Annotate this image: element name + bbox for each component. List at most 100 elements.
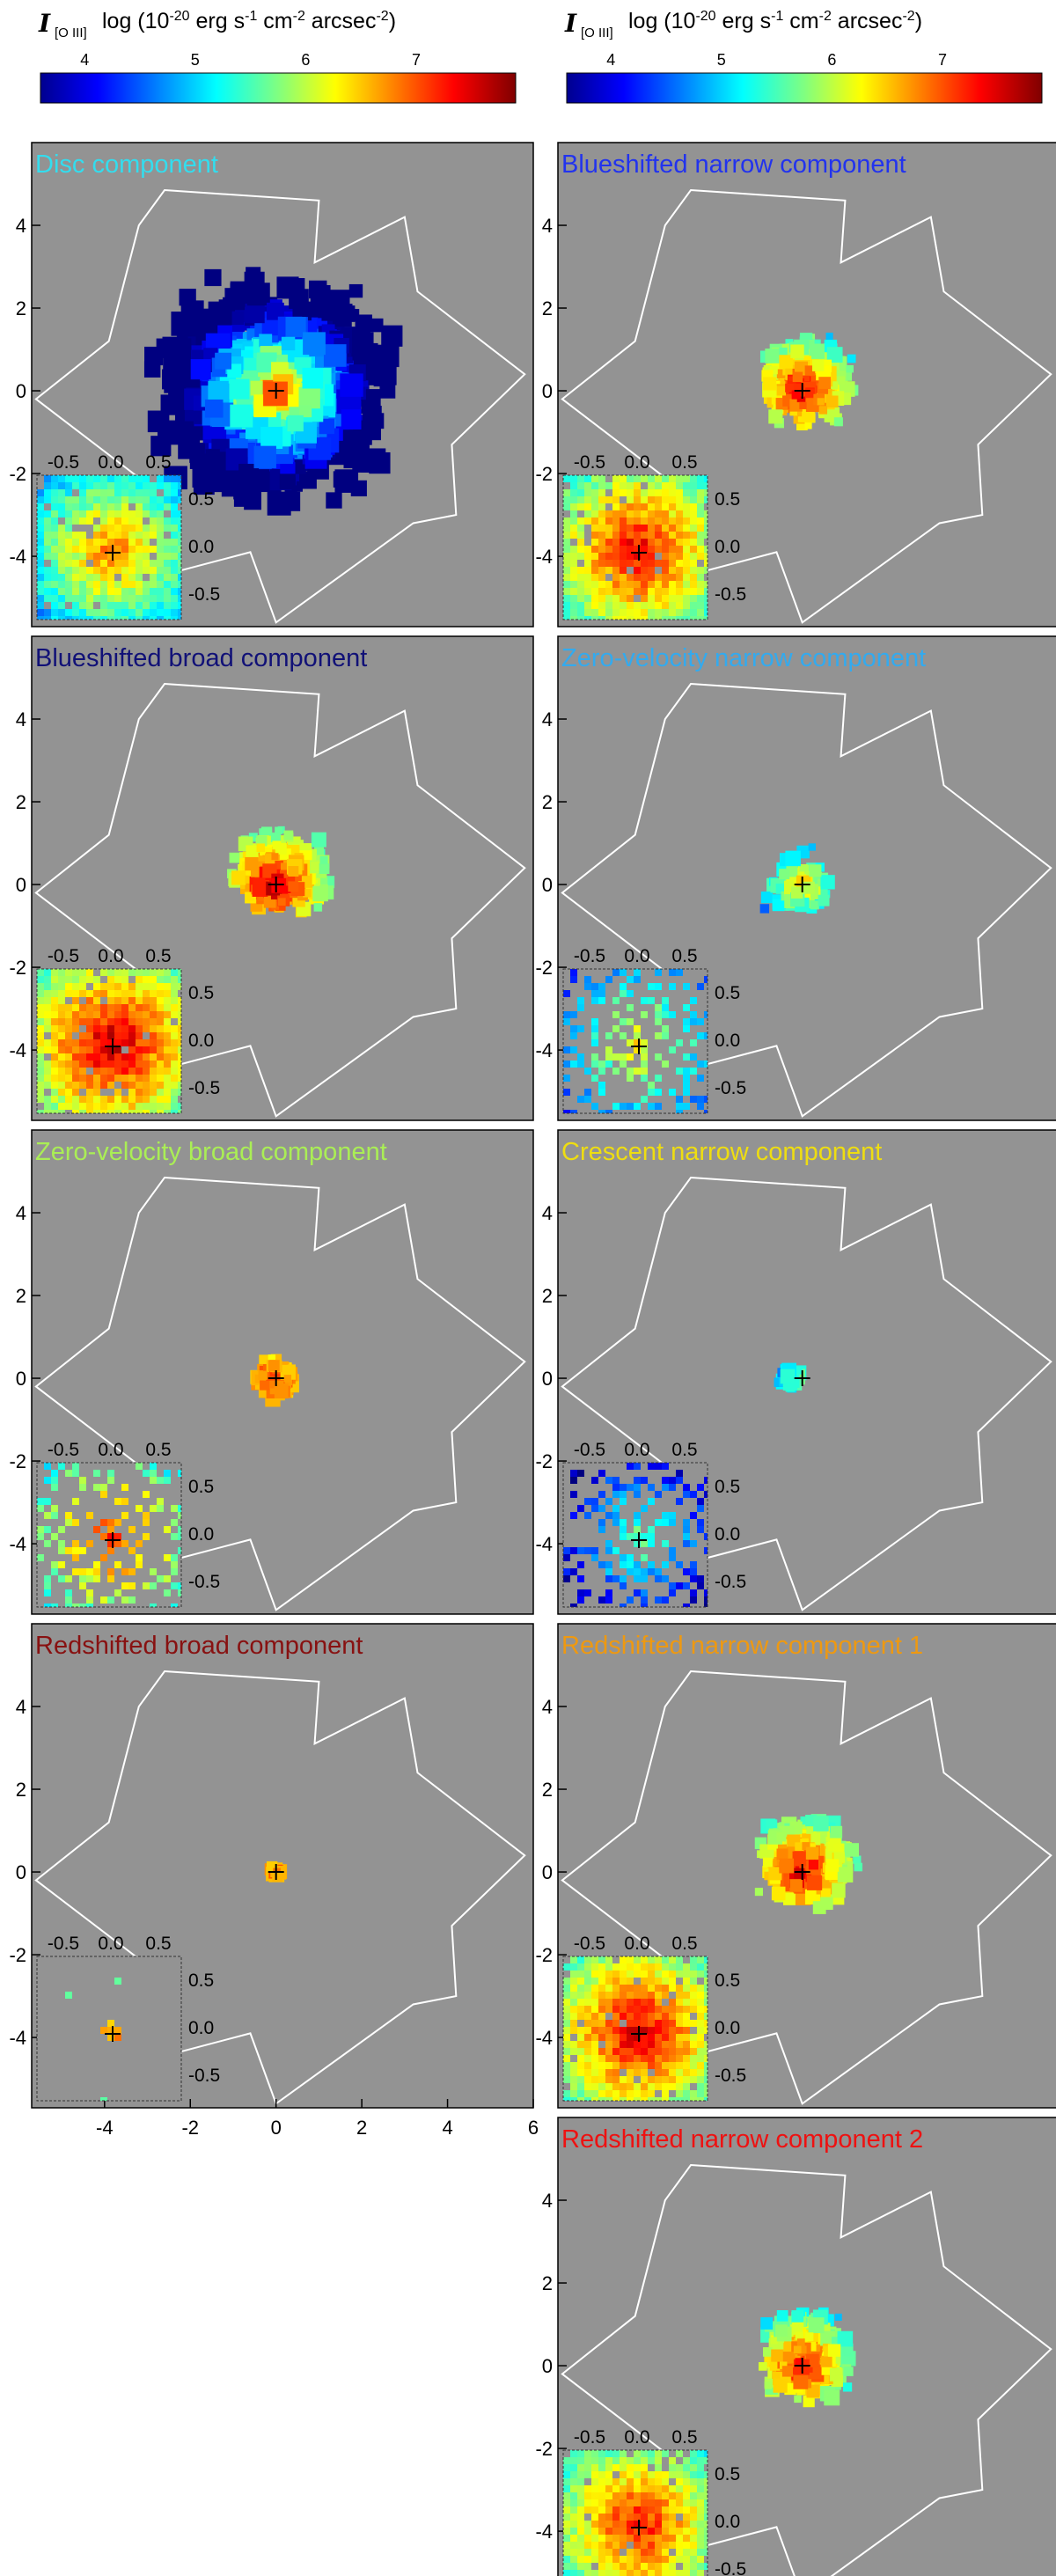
inset-spaxel (570, 1491, 577, 1498)
inset-spaxel (171, 588, 178, 595)
spaxel (267, 491, 291, 516)
inset-spaxel (136, 1068, 143, 1075)
inset-spaxel (86, 1060, 93, 1068)
inset-spaxel (44, 567, 51, 574)
inset-spaxel (669, 1589, 676, 1596)
inset-spaxel (570, 1011, 577, 1018)
inset-spaxel (704, 602, 708, 609)
panel-frame (557, 142, 1056, 627)
inset-spaxel (690, 503, 697, 510)
inset-spaxel (598, 581, 605, 588)
inset-spaxel (690, 2048, 697, 2055)
inset-spaxel (627, 1004, 634, 1011)
inset-spaxel (655, 602, 662, 609)
inset-spaxel (577, 2041, 584, 2048)
inset-spaxel (634, 1039, 641, 1046)
inset-spaxel (704, 1032, 708, 1039)
spaxel (248, 833, 258, 842)
inset-x-tick-label: 0.0 (624, 1440, 649, 1460)
inset-spaxel (65, 567, 72, 574)
inset-spaxel (690, 489, 697, 496)
inset-frame (562, 1462, 708, 1608)
inset-spaxel (598, 1519, 605, 1526)
inset-spaxel (114, 503, 121, 510)
inset-spaxel (157, 539, 164, 546)
inset-spaxel (44, 1082, 51, 1089)
inset-spaxel (655, 1075, 662, 1082)
inset-spaxel (577, 2069, 584, 2076)
inset-spaxel (563, 2090, 570, 2097)
inset-spaxel (107, 1075, 114, 1082)
spaxel (790, 344, 804, 358)
inset-spaxel (634, 1068, 641, 1075)
spaxel (764, 1871, 773, 1881)
inset-spaxel (634, 1463, 641, 1470)
inset-spaxel (143, 969, 150, 976)
inset-spaxel (164, 997, 171, 1004)
inset-spaxel (620, 1018, 627, 1025)
inset-spaxel (171, 496, 178, 503)
inset-spaxel (114, 510, 121, 517)
inset-spaxel (37, 510, 44, 517)
spaxel (842, 2382, 853, 2392)
inset-spaxel (612, 496, 620, 503)
inset-spaxel (648, 997, 655, 1004)
inset-spaxel (690, 1568, 697, 1575)
inset-spaxel (683, 2041, 690, 2048)
inset-spaxel (697, 567, 704, 574)
inset-spaxel (93, 1526, 100, 1533)
inset-spaxel (37, 1011, 44, 1018)
inset-spaxel (676, 616, 683, 620)
inset-spaxel (86, 588, 93, 595)
inset-spaxel (157, 546, 164, 553)
inset-spaxel (627, 1075, 634, 1082)
inset-spaxel (157, 567, 164, 574)
inset-spaxel (669, 2006, 676, 2013)
inset-spaxel (690, 1096, 697, 1103)
inset-spaxel (669, 2013, 676, 2020)
inset-spaxel (114, 560, 121, 567)
emission-map (561, 1177, 1052, 1611)
inset-spaxel (627, 2090, 634, 2097)
inset-spaxel (178, 997, 181, 1004)
inset-spaxel (44, 1039, 51, 1046)
inset-spaxel (634, 510, 641, 517)
inset-spaxel (150, 546, 157, 553)
inset-spaxel (121, 976, 128, 983)
inset-spaxel (128, 1075, 136, 1082)
inset-spaxel (676, 532, 683, 539)
spaxel (204, 399, 224, 418)
inset-spaxel (65, 1547, 72, 1554)
inset-spaxel (620, 489, 627, 496)
inset-spaxel (563, 2034, 570, 2041)
inset-spaxel (150, 969, 157, 976)
inset-x-tick-label: 0.0 (624, 946, 649, 966)
inset-spaxel (157, 560, 164, 567)
inset-spaxel (171, 503, 178, 510)
inset-spaxel (107, 616, 114, 620)
inset-spaxel (591, 616, 598, 620)
inset-spaxel (612, 1025, 620, 1032)
inset-spaxel (128, 588, 136, 595)
inset-x-tick-label: -0.5 (48, 1934, 79, 1954)
inset-spaxel (627, 532, 634, 539)
inset-spaxel (584, 2069, 591, 2076)
inset-spaxel (634, 1533, 641, 1540)
inset-spaxel (171, 983, 178, 990)
inset-spaxel (627, 1463, 634, 1470)
y-tick-label: 4 (16, 1696, 26, 1718)
inset-spaxel (79, 510, 86, 517)
inset-spaxel (79, 574, 86, 581)
panel-4: Zero-velocity narrow component420-2-4-0.… (535, 635, 1056, 1121)
inset-spaxel (620, 2083, 627, 2090)
inset-spaxel (641, 1992, 648, 1999)
inset-spaxel (697, 532, 704, 539)
y-tick-label: 4 (542, 215, 553, 237)
inset-spaxel (157, 1082, 164, 1089)
inset-spaxel (584, 475, 591, 482)
inset-spaxel (648, 553, 655, 560)
inset-spaxel (627, 2027, 634, 2034)
inset-spaxel (178, 602, 181, 609)
inset-spaxel (86, 581, 93, 588)
inset-spaxel (128, 560, 136, 567)
